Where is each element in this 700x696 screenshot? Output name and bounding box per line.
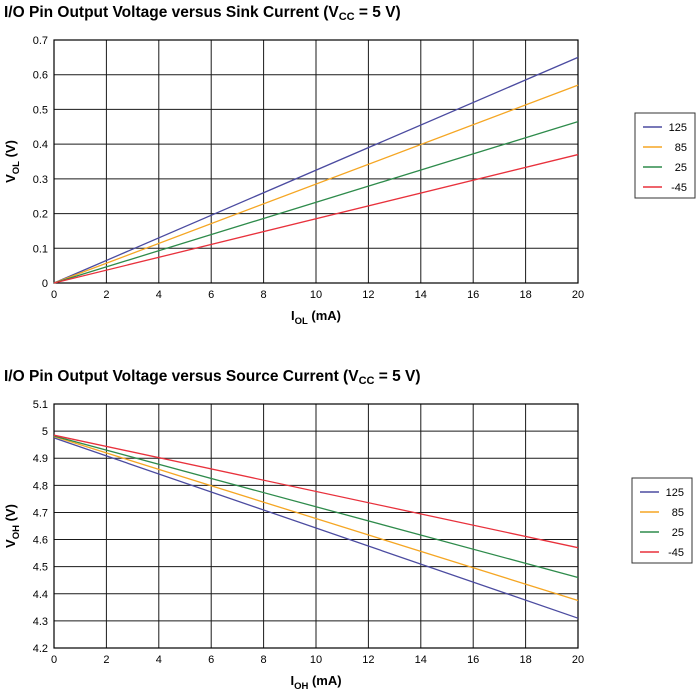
chart-title: I/O Pin Output Voltage versus Sink Curre… xyxy=(4,4,401,23)
legend-entry: -45 xyxy=(668,547,684,559)
series-line-85 xyxy=(53,435,579,602)
x-axis-label: IOH (mA) xyxy=(290,673,341,692)
y-tick-label: 0 xyxy=(42,278,48,290)
chart-plot: 0 2 4 6 8 10 12 14 16 18 20 4.2 4.3 4.4 4.5 4.6 4.7 4.8 4.… xyxy=(3,399,693,692)
y-tick-label: 4.4 xyxy=(33,589,48,601)
x-tick-label: 4 xyxy=(156,654,162,666)
y-tick-label: 0.6 xyxy=(33,70,48,82)
legend-entry: 125 xyxy=(669,122,687,134)
y-tick-label: 4.7 xyxy=(33,507,48,519)
x-axis-label: IOL (mA) xyxy=(291,308,341,327)
y-tick-label: 0.5 xyxy=(33,104,48,116)
x-tick-label: 4 xyxy=(156,289,162,301)
y-tick-label: 0.7 xyxy=(33,35,48,47)
y-tick-label: 4.9 xyxy=(33,453,48,465)
x-tick-label: 12 xyxy=(362,654,374,666)
y-tick-label: 0.2 xyxy=(33,209,48,221)
legend-entry: 85 xyxy=(672,507,684,519)
x-tick-label: 6 xyxy=(208,654,214,666)
legend-entry: -45 xyxy=(671,182,687,194)
source-current-chart: I/O Pin Output Voltage versus Source Cur… xyxy=(0,360,700,696)
x-tick-label: 16 xyxy=(467,654,479,666)
series-line-125 xyxy=(53,56,579,284)
legend-entry: 125 xyxy=(666,487,684,499)
y-tick-label: 4.2 xyxy=(33,643,48,655)
y-tick-label: 0.4 xyxy=(33,139,48,151)
y-tick-label: 5 xyxy=(42,426,48,438)
y-tick-label: 0.1 xyxy=(33,243,48,255)
plot-border xyxy=(53,39,579,284)
series-line-85 xyxy=(53,84,579,284)
y-tick-label: 5.1 xyxy=(33,399,48,411)
x-tick-label: 10 xyxy=(310,654,322,666)
y-tick-label: 0.3 xyxy=(33,174,48,186)
y-tick-label: 4.8 xyxy=(33,480,48,492)
x-tick-label: 18 xyxy=(519,654,531,666)
x-tick-label: 6 xyxy=(208,289,214,301)
series-line--45 xyxy=(53,153,579,284)
x-tick-label: 14 xyxy=(415,289,427,301)
plot-border xyxy=(53,403,579,649)
y-tick-label: 4.5 xyxy=(33,562,48,574)
x-tick-label: 14 xyxy=(415,654,427,666)
chart-plot: 0 2 4 6 8 10 12 14 16 18 20 0 0.1 0.2 0.3 0.4 0.5 0.6 0.7 I… xyxy=(3,35,696,327)
chart-title: I/O Pin Output Voltage versus Source Cur… xyxy=(4,368,421,387)
x-tick-label: 18 xyxy=(519,289,531,301)
sink-current-chart: I/O Pin Output Voltage versus Sink Curre… xyxy=(0,0,700,345)
x-tick-label: 8 xyxy=(261,654,267,666)
x-tick-label: 20 xyxy=(572,289,584,301)
legend-entry: 25 xyxy=(675,162,687,174)
series-line-125 xyxy=(53,437,579,619)
y-tick-label: 4.3 xyxy=(33,616,48,628)
x-tick-label: 16 xyxy=(467,289,479,301)
legend-entry: 25 xyxy=(672,527,684,539)
x-tick-label: 0 xyxy=(51,654,57,666)
x-tick-label: 0 xyxy=(51,289,57,301)
series-line-25 xyxy=(53,435,579,579)
x-tick-label: 2 xyxy=(103,289,109,301)
y-axis-label: VOH (V) xyxy=(3,504,22,548)
x-tick-label: 10 xyxy=(310,289,322,301)
y-tick-label: 4.6 xyxy=(33,535,48,547)
series-line--45 xyxy=(53,434,579,549)
x-tick-label: 20 xyxy=(572,654,584,666)
y-axis-label: VOL (V) xyxy=(3,140,22,183)
x-tick-label: 8 xyxy=(261,289,267,301)
legend-entry: 85 xyxy=(675,142,687,154)
x-tick-label: 12 xyxy=(362,289,374,301)
series-line-25 xyxy=(53,120,579,284)
x-tick-label: 2 xyxy=(103,654,109,666)
